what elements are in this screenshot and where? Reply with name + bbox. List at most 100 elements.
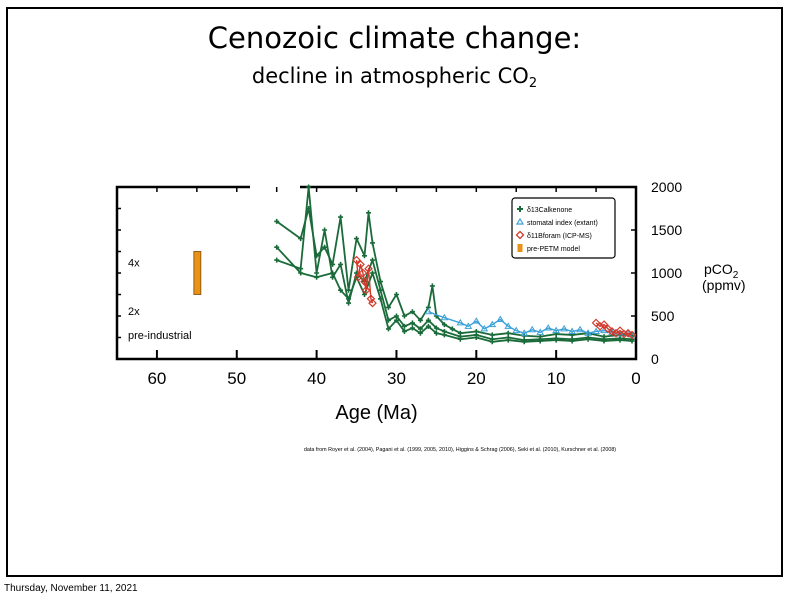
data-point xyxy=(298,266,304,272)
data-point xyxy=(629,338,635,344)
x-tick-label: 40 xyxy=(307,369,326,388)
data-point xyxy=(314,270,320,276)
data-point xyxy=(377,296,383,302)
data-point xyxy=(489,339,495,345)
data-point xyxy=(537,338,543,344)
data-point xyxy=(585,336,591,342)
data-point xyxy=(298,236,304,242)
data-credit: data from Royer et al. (2004), Pagani et… xyxy=(304,447,616,453)
data-point xyxy=(627,330,637,340)
data-point xyxy=(584,329,592,336)
legend-marker xyxy=(517,244,523,252)
data-point xyxy=(425,317,431,323)
data-point xyxy=(364,264,373,274)
data-point xyxy=(424,307,433,315)
data-point xyxy=(385,304,391,310)
legend-marker xyxy=(515,230,525,240)
legend-marker xyxy=(515,217,525,225)
data-point xyxy=(464,322,473,329)
footer-date: Thursday, November 11, 2021 xyxy=(4,583,138,594)
data-point xyxy=(441,332,447,338)
x-axis-label: Age (Ma) xyxy=(335,402,417,424)
data-point xyxy=(358,268,368,278)
data-point xyxy=(298,270,304,276)
data-point xyxy=(417,317,423,323)
data-point xyxy=(322,244,328,250)
data-point xyxy=(536,328,545,335)
data-point xyxy=(338,214,344,220)
data-point xyxy=(623,328,633,338)
data-point xyxy=(592,327,600,334)
data-point xyxy=(393,313,399,319)
y-tick-label: 2000 xyxy=(651,179,682,195)
legend-box xyxy=(511,197,616,259)
data-point xyxy=(521,333,527,339)
data-point xyxy=(274,218,280,224)
data-point xyxy=(370,270,376,276)
legend-marker xyxy=(517,206,523,212)
y-axis-label: pCO2 xyxy=(704,261,739,281)
data-point xyxy=(552,326,561,334)
x-tick-label: 50 xyxy=(227,369,246,388)
x-tick-label: 10 xyxy=(547,369,566,388)
data-point xyxy=(306,184,312,190)
data-point xyxy=(353,272,363,282)
data-point xyxy=(362,253,368,259)
data-point xyxy=(322,227,328,233)
data-point xyxy=(393,317,399,323)
data-point xyxy=(595,321,605,331)
legend-label: δ13Calkenone xyxy=(527,207,572,214)
data-point xyxy=(330,270,336,276)
x-tick-label: 20 xyxy=(467,369,486,388)
data-point xyxy=(472,317,481,324)
data-point xyxy=(504,322,513,329)
data-point xyxy=(417,326,423,332)
data-point xyxy=(601,338,607,344)
data-point xyxy=(449,326,455,332)
y-tick-label: 0 xyxy=(651,351,659,367)
y-tick-label: 1000 xyxy=(651,265,682,281)
left-reference-label: 4x xyxy=(128,258,140,270)
data-point xyxy=(274,257,280,263)
data-point xyxy=(603,324,613,334)
data-point xyxy=(346,296,352,302)
data-point xyxy=(599,320,609,329)
legend-label: pre-PETM model xyxy=(527,246,580,253)
data-point xyxy=(417,330,423,336)
x-tick-label: 30 xyxy=(387,369,406,388)
series-line xyxy=(276,246,633,343)
data-point xyxy=(368,298,377,308)
data-point xyxy=(619,329,629,339)
data-point xyxy=(274,244,280,250)
data-point xyxy=(520,329,529,336)
data-point xyxy=(401,328,407,334)
y-tick-label: 1500 xyxy=(651,222,682,238)
data-point xyxy=(401,313,407,319)
data-point xyxy=(568,327,577,334)
data-point xyxy=(356,260,365,269)
data-point xyxy=(360,277,369,286)
data-point xyxy=(496,315,505,322)
legend-label: δ11Bforam (ICP-MS) xyxy=(527,233,592,240)
data-point xyxy=(521,339,527,345)
data-point xyxy=(456,318,465,326)
y-tick-label: 500 xyxy=(651,308,675,324)
data-point xyxy=(429,283,435,289)
data-point xyxy=(366,294,376,304)
data-point xyxy=(425,323,431,329)
data-point xyxy=(505,337,511,343)
left-reference-label: pre-industrial xyxy=(128,330,192,342)
data-point xyxy=(366,210,372,216)
data-point xyxy=(473,335,479,340)
slide-subtitle: decline in atmospheric CO2 xyxy=(8,64,781,91)
data-point xyxy=(433,325,439,331)
data-point xyxy=(370,240,376,246)
slide-title: Cenozoic climate change: xyxy=(207,21,582,55)
data-point xyxy=(354,236,360,242)
data-point xyxy=(441,322,447,328)
x-tick-label: 0 xyxy=(631,369,640,388)
x-tick-label: 60 xyxy=(147,369,166,388)
data-point xyxy=(338,261,344,267)
data-point xyxy=(409,309,415,315)
